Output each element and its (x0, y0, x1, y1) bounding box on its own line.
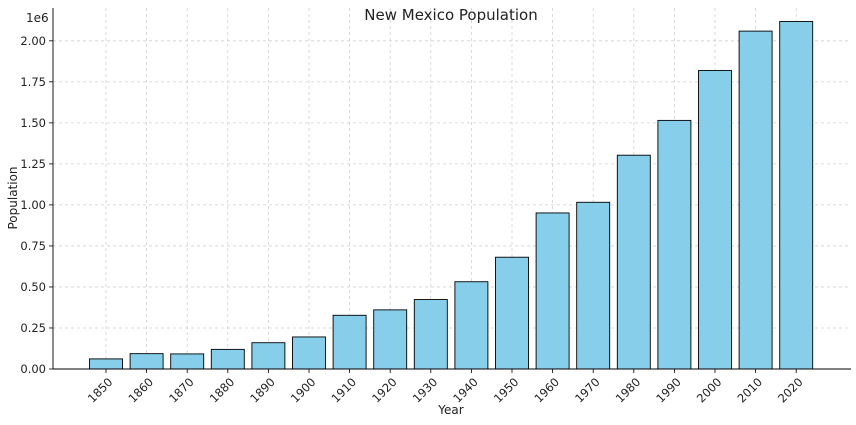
bar-1980 (616, 154, 651, 370)
x-tick-label: 1900 (288, 375, 319, 406)
x-tick-label: 1960 (531, 375, 562, 406)
bar-layer (89, 21, 814, 370)
x-tick-label: 1970 (572, 375, 603, 406)
chart-title: New Mexico Population (364, 6, 537, 24)
bar-2000 (698, 70, 732, 370)
x-tick-label: 2020 (775, 375, 806, 406)
bar-1940 (454, 281, 489, 370)
bar-1970 (576, 201, 611, 370)
x-tick-label: 1860 (125, 375, 156, 406)
x-tick-label: 2000 (694, 375, 725, 406)
bar-1990 (657, 119, 692, 370)
bar-1880 (210, 348, 245, 370)
x-axis-label: Year (437, 403, 463, 417)
bar-1900 (292, 336, 326, 370)
bar-1870 (170, 353, 205, 370)
bar-1860 (129, 353, 164, 370)
x-tick-label: 1990 (653, 375, 684, 406)
y-tick-label: 0.50 (20, 280, 46, 294)
y-tick-label: 1.75 (20, 75, 46, 89)
x-tick-label: 1850 (85, 375, 116, 406)
y-tick-label: 1.00 (20, 198, 46, 212)
x-tick-label: 2010 (734, 375, 765, 406)
bar-1890 (251, 342, 286, 370)
y-tick-label: 0.00 (20, 362, 46, 376)
bar-1950 (495, 256, 529, 370)
y-offset-label: 1e6 (26, 11, 49, 25)
bar-1850 (89, 358, 123, 370)
bar-1960 (535, 212, 570, 370)
x-tick-label: 1890 (247, 375, 278, 406)
x-tick-label: 1930 (410, 375, 441, 406)
x-tick-label: 1910 (328, 375, 359, 406)
y-tick-label: 1.50 (20, 116, 46, 130)
x-tick-label: 1940 (450, 375, 481, 406)
x-tick-label: 1920 (369, 375, 400, 406)
x-tick-label: 1880 (207, 375, 238, 406)
x-tick-label: 1870 (166, 375, 197, 406)
y-tick-label: 2.00 (20, 34, 46, 48)
y-tick-label: 0.25 (20, 321, 46, 335)
x-tick-label: 1980 (613, 375, 644, 406)
y-tick-label: 1.25 (20, 157, 46, 171)
bar-1920 (373, 309, 408, 370)
y-axis-label: Population (6, 166, 20, 229)
bar-1910 (332, 314, 367, 370)
x-tick-label: 1950 (491, 375, 522, 406)
y-tick-label: 0.75 (20, 239, 46, 253)
bar-1930 (413, 299, 448, 370)
bar-2020 (779, 21, 814, 370)
bar-2010 (738, 30, 773, 370)
